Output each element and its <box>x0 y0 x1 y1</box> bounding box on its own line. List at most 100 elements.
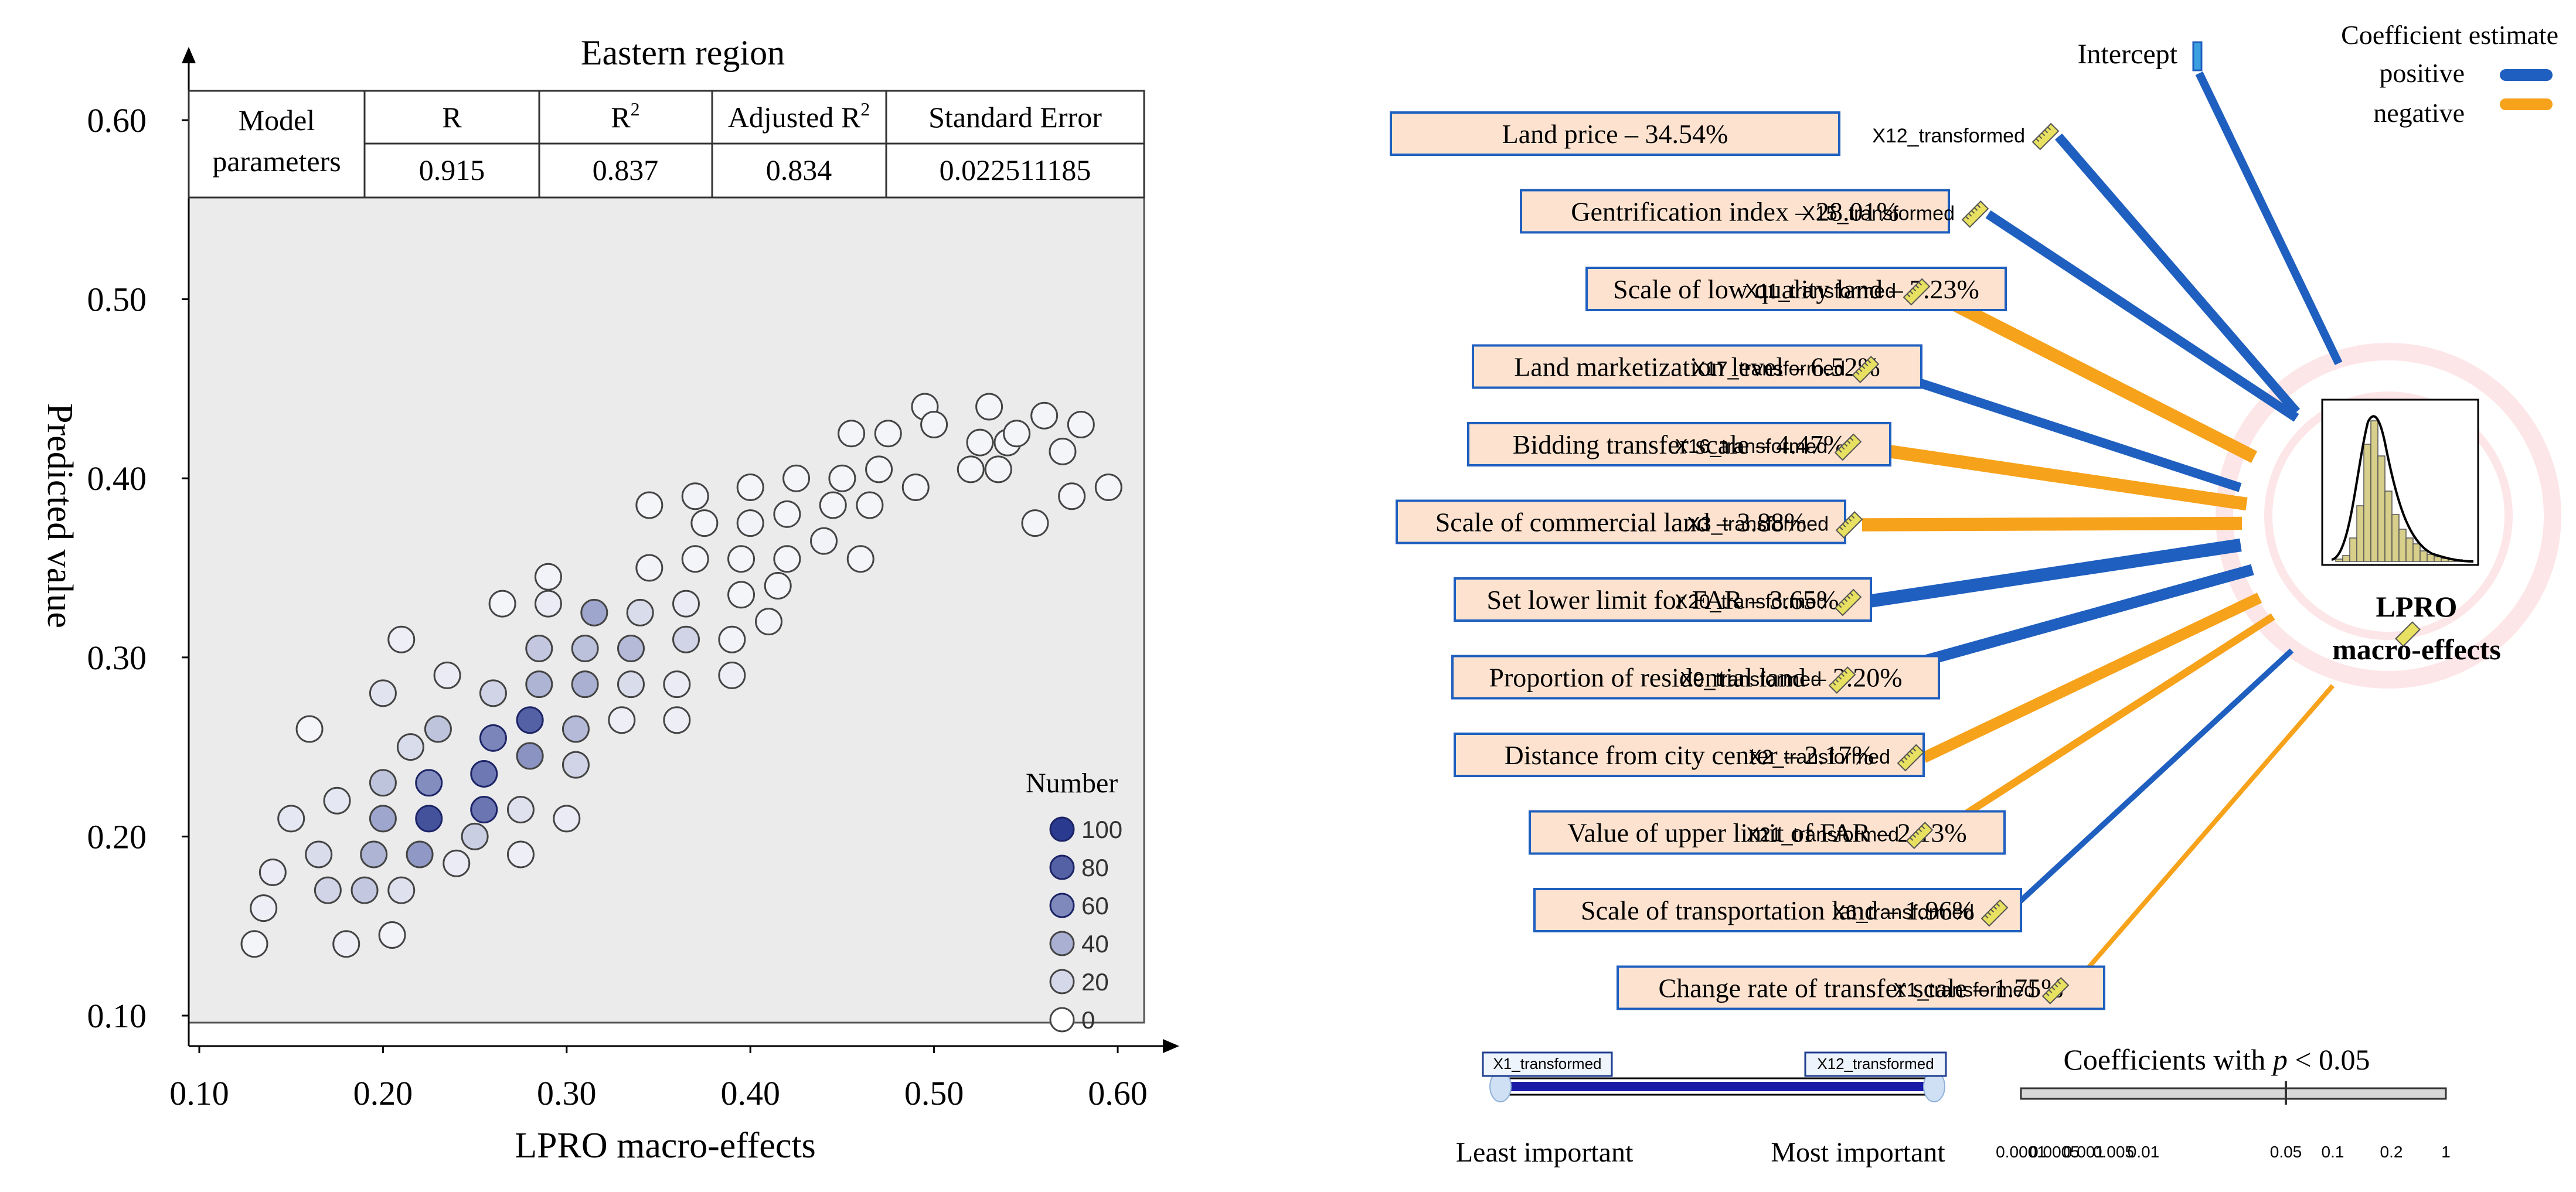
target-ring-outer <box>2216 343 2561 689</box>
scatter-point <box>387 876 416 904</box>
scatter-point <box>681 545 709 573</box>
scatter-point <box>957 455 985 483</box>
variable-name: X3_transformed <box>1687 513 1829 536</box>
y-tick-label: 0.40 <box>87 459 147 498</box>
x-axis-label: LPRO macro-effects <box>515 1126 816 1166</box>
x-ticks: 0.10 0.20 0.30 0.40 0.50 0.60 <box>169 1046 1148 1112</box>
stats-col-r-value: 0.915 <box>419 154 485 186</box>
stats-col-r-header: R <box>442 101 462 134</box>
intercept-label: Intercept <box>2077 39 2177 70</box>
coef-line <box>1862 516 2242 532</box>
scatter-point <box>617 635 645 663</box>
number-legend-label: 20 <box>1081 968 1109 996</box>
scatter-point <box>718 625 746 653</box>
scatter-point <box>1021 509 1049 537</box>
number-legend-swatch <box>1049 893 1075 918</box>
importance-scale-most-label: Most important <box>1771 1137 1945 1168</box>
coef-line <box>1877 365 2242 492</box>
variable-label: Scale of commercial land – 3.88% <box>1435 508 1807 537</box>
pvalue-tick-label: 0.0001 <box>1996 1143 2046 1161</box>
scatter-point <box>332 930 360 958</box>
variable-name: X15_transformed <box>1802 203 1955 225</box>
stats-col-se-value: 0.022511185 <box>940 154 1091 186</box>
x-tick-label: 0.50 <box>904 1074 964 1112</box>
scatter-point <box>295 715 324 743</box>
scatter-points <box>240 393 1122 958</box>
histogram-bar <box>2342 555 2350 562</box>
ruler-icon <box>2031 122 2060 151</box>
scatter-point <box>360 840 388 869</box>
x-tick-label: 0.60 <box>1088 1074 1148 1112</box>
scatter-point <box>975 393 1003 421</box>
ruler-icon <box>1903 278 1931 306</box>
importance-scale: X1_transformed X12_transformed Least imp… <box>1456 1051 1947 1168</box>
ruler-icon <box>1981 899 2009 927</box>
coef-line <box>2066 684 2335 993</box>
scatter-point <box>690 509 719 537</box>
pvalue-scale: Coefficients with p < 0.05 0.00010.00050… <box>1996 1043 2451 1161</box>
scatter-point <box>672 590 700 618</box>
scatter-point <box>277 805 305 833</box>
y-tick-label: 0.50 <box>87 281 147 319</box>
target-histogram: LPRO macro-effects <box>2321 399 2501 666</box>
scatter-point <box>415 769 443 797</box>
scatter-point <box>755 608 783 636</box>
scatter-point <box>1030 401 1059 430</box>
scatter-point <box>571 635 599 663</box>
ruler-icon <box>1897 744 1925 772</box>
y-ticks: 0.10 0.20 0.30 0.40 0.50 0.60 <box>87 101 189 1035</box>
scatter-point <box>406 840 434 869</box>
scatter-point <box>1058 482 1086 510</box>
stats-col-adj-r2-header: Adjusted R2 <box>728 98 870 134</box>
scatter-title: Eastern region <box>581 33 785 72</box>
target-ruler-icon <box>2395 621 2421 647</box>
ruler-icon <box>1834 588 1862 617</box>
variable-name: X1_transformed <box>1893 979 2035 1002</box>
variable-name: X11_transformed <box>1745 280 1896 302</box>
scatter-point <box>635 491 663 519</box>
scatter-point <box>1067 411 1095 439</box>
scatter-point <box>470 760 498 788</box>
number-legend-swatch <box>1049 931 1075 956</box>
scatter-point <box>1094 473 1122 501</box>
variable-label-box <box>1520 189 1950 234</box>
variable-label: Scale of transportation land – 1.96% <box>1581 895 1975 925</box>
scatter-point <box>838 420 866 448</box>
variable-label-box <box>1390 111 1840 156</box>
scatter-point <box>846 545 874 573</box>
y-tick-label: 0.60 <box>87 101 147 139</box>
stats-col-r2-value: 0.837 <box>593 154 659 186</box>
stats-table-header-label: Model <box>239 104 315 137</box>
scatter-point <box>773 500 801 528</box>
y-axis-label: Predicted value <box>40 403 80 628</box>
importance-scale-left-tag <box>1482 1051 1613 1077</box>
histogram-bar <box>2427 554 2435 562</box>
pvalue-tick-label: 0.05 <box>2270 1143 2302 1161</box>
scatter-point <box>608 706 636 734</box>
number-legend-swatch <box>1049 969 1075 995</box>
importance-scale-right-tag-text: X12_transformed <box>1817 1055 1934 1072</box>
scatter-point <box>470 796 498 824</box>
scatter-point <box>534 590 562 618</box>
plot-area <box>188 90 1145 1024</box>
variable-label: Change rate of transfer scale – 1.75% <box>1659 973 2064 1003</box>
scatter-panel: Eastern region LPRO macro-effects Predic… <box>40 33 1179 1166</box>
histogram-bar <box>2377 455 2386 562</box>
scatter-point <box>782 464 811 492</box>
variable-name: X6_transformed <box>1832 901 1974 924</box>
coef-legend-title: Coefficient estimate <box>2341 20 2558 50</box>
scatter-point <box>663 670 691 699</box>
scatter-point <box>773 545 801 573</box>
scatter-point <box>672 625 700 653</box>
intercept-line <box>2195 71 2343 366</box>
scatter-point <box>920 411 948 439</box>
scatter-point <box>525 635 553 663</box>
stats-col-adj-r2-value: 0.834 <box>766 154 832 186</box>
scatter-point <box>424 715 452 743</box>
variable-label-box <box>1533 888 2022 932</box>
scatter-point <box>663 706 691 734</box>
pvalue-tick-label: 0.005 <box>2093 1143 2134 1161</box>
number-legend-title: Number <box>1026 768 1118 799</box>
